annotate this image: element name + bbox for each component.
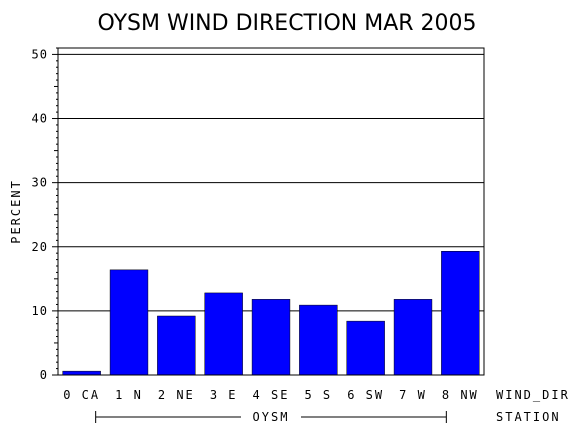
station-group-bracket: OYSM — [95, 410, 447, 424]
x-tick-label: 8 NW — [442, 388, 479, 402]
x-axis-ticks: 0 CA 1 N 2 NE 3 E 4 SE 5 S 6 SW 7 W 8 NW — [63, 388, 479, 402]
y-axis-ticks: 0 10 20 30 40 50 — [32, 47, 58, 382]
y-tick-label: 0 — [40, 368, 48, 382]
station-group-label: OYSM — [253, 410, 290, 424]
bar-1-n — [109, 269, 149, 376]
chart-title: OYSM WIND DIRECTION MAR 2005 — [97, 11, 476, 36]
x-tick-label: 6 SW — [347, 388, 384, 402]
x-tick-label: 7 W — [399, 388, 427, 402]
x-axis-label: WIND_DIR — [496, 388, 570, 402]
bar-4-se — [251, 299, 291, 376]
x-tick-label: 5 S — [304, 388, 332, 402]
bar-0-ca — [62, 370, 101, 376]
bar-2-ne — [157, 315, 196, 376]
x-tick-label: 3 E — [210, 388, 238, 402]
plot-area-frame — [57, 47, 485, 376]
x-tick-label: 4 SE — [253, 388, 290, 402]
y-axis-label: PERCENT — [9, 179, 23, 244]
y-tick-label: 30 — [32, 176, 48, 190]
station-axis-label: STATION — [496, 410, 561, 424]
x-tick-label: 2 NE — [158, 388, 195, 402]
bar-5-s — [299, 304, 338, 376]
x-tick-label: 0 CA — [63, 388, 100, 402]
x-tick-label: 1 N — [115, 388, 143, 402]
y-tick-label: 20 — [32, 240, 48, 254]
bars — [62, 251, 480, 376]
bar-7-w — [393, 299, 433, 376]
bar-6-sw — [346, 320, 385, 376]
bar-8-nw — [441, 251, 480, 376]
y-tick-label: 40 — [32, 112, 48, 126]
y-tick-label: 10 — [32, 304, 48, 318]
y-tick-label: 50 — [32, 47, 48, 61]
bar-3-e — [204, 292, 243, 376]
